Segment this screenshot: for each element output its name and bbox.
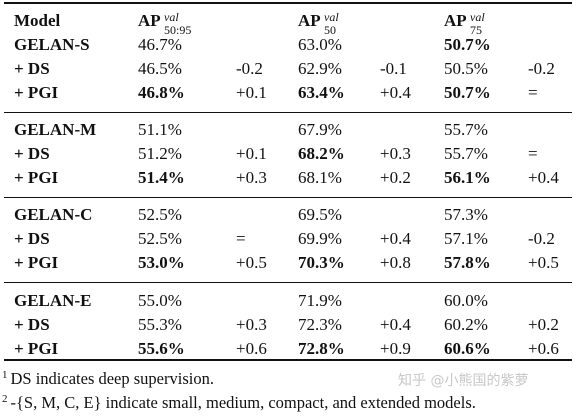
- row-value: 68.1%: [298, 168, 342, 187]
- watermark: 知乎 @小熊国的紫萝: [398, 373, 529, 389]
- row-value: 60.0%: [444, 291, 488, 310]
- row-value: 67.9%: [298, 120, 342, 139]
- row-delta: +0.4: [528, 168, 559, 187]
- row-value: 51.2%: [138, 144, 182, 163]
- row-delta: +0.4: [380, 229, 411, 248]
- table-rule: [4, 112, 572, 113]
- row-value: 72.8%: [298, 339, 345, 358]
- row-delta: =: [528, 144, 538, 163]
- row-value: 50.7%: [444, 35, 491, 54]
- row-value: 46.5%: [138, 59, 182, 78]
- row-model-label: GELAN-M: [14, 120, 97, 139]
- row-value: 62.9%: [298, 59, 342, 78]
- row-value: 50.7%: [444, 83, 491, 102]
- row-value: 50.5%: [444, 59, 488, 78]
- row-delta: -0.2: [236, 59, 263, 78]
- table-rule: [4, 359, 572, 361]
- row-value: 53.0%: [138, 253, 185, 272]
- row-delta: +0.3: [236, 168, 267, 187]
- row-model-label: GELAN-S: [14, 35, 90, 54]
- row-delta: +0.6: [528, 339, 559, 358]
- header-model: Model: [14, 11, 61, 30]
- row-value: 55.6%: [138, 339, 185, 358]
- row-delta: +0.4: [380, 83, 411, 102]
- row-value: 57.3%: [444, 205, 488, 224]
- row-delta: +0.5: [528, 253, 559, 272]
- header-ap-50-95: AP val 50:95: [138, 10, 192, 37]
- row-model-label: + PGI: [14, 253, 59, 272]
- row-model-label: + DS: [14, 229, 50, 248]
- footnote-1: 1 DS indicates deep supervision.: [2, 369, 214, 388]
- row-value: 60.2%: [444, 315, 488, 334]
- row-delta: -0.2: [528, 229, 555, 248]
- row-delta: +0.9: [380, 339, 411, 358]
- row-value: 55.7%: [444, 120, 488, 139]
- row-value: 60.6%: [444, 339, 491, 358]
- row-delta: +0.1: [236, 83, 267, 102]
- table-rule: [4, 197, 572, 198]
- row-value: 55.3%: [138, 315, 182, 334]
- row-value: 52.5%: [138, 205, 182, 224]
- row-delta: -0.2: [528, 59, 555, 78]
- row-delta: +0.3: [236, 315, 267, 334]
- row-delta: +0.6: [236, 339, 267, 358]
- row-delta: +0.2: [380, 168, 411, 187]
- row-value: 69.9%: [298, 229, 342, 248]
- row-model-label: GELAN-C: [14, 205, 93, 224]
- row-value: 55.0%: [138, 291, 182, 310]
- header-ap-50: AP val 50: [298, 10, 339, 37]
- row-delta: +0.3: [380, 144, 411, 163]
- row-delta: +0.8: [380, 253, 411, 272]
- table-rule: [4, 2, 572, 4]
- row-value: 72.3%: [298, 315, 342, 334]
- row-delta: +0.5: [236, 253, 267, 272]
- row-model-label: + DS: [14, 59, 50, 78]
- row-value: 63.4%: [298, 83, 345, 102]
- row-model-label: + DS: [14, 144, 50, 163]
- row-delta: +0.4: [380, 315, 411, 334]
- row-delta: =: [528, 83, 538, 102]
- row-delta: =: [236, 229, 246, 248]
- row-delta: +0.1: [236, 144, 267, 163]
- row-model-label: + DS: [14, 315, 50, 334]
- header-ap-75: AP val 75: [444, 10, 485, 37]
- row-value: 71.9%: [298, 291, 342, 310]
- row-value: 68.2%: [298, 144, 345, 163]
- row-value: 57.8%: [444, 253, 491, 272]
- row-delta: -0.1: [380, 59, 407, 78]
- row-value: 52.5%: [138, 229, 182, 248]
- row-value: 46.7%: [138, 35, 182, 54]
- row-delta: +0.2: [528, 315, 559, 334]
- row-model-label: + PGI: [14, 83, 59, 102]
- row-model-label: GELAN-E: [14, 291, 92, 310]
- row-value: 63.0%: [298, 35, 342, 54]
- footnote-2: 2 -{S, M, C, E} indicate small, medium, c…: [2, 393, 476, 412]
- row-value: 51.4%: [138, 168, 185, 187]
- row-model-label: + PGI: [14, 168, 59, 187]
- row-value: 69.5%: [298, 205, 342, 224]
- row-value: 70.3%: [298, 253, 345, 272]
- row-model-label: + PGI: [14, 339, 59, 358]
- row-value: 51.1%: [138, 120, 182, 139]
- row-value: 57.1%: [444, 229, 488, 248]
- row-value: 55.7%: [444, 144, 488, 163]
- row-value: 56.1%: [444, 168, 491, 187]
- row-value: 46.8%: [138, 83, 185, 102]
- table-rule: [4, 282, 572, 283]
